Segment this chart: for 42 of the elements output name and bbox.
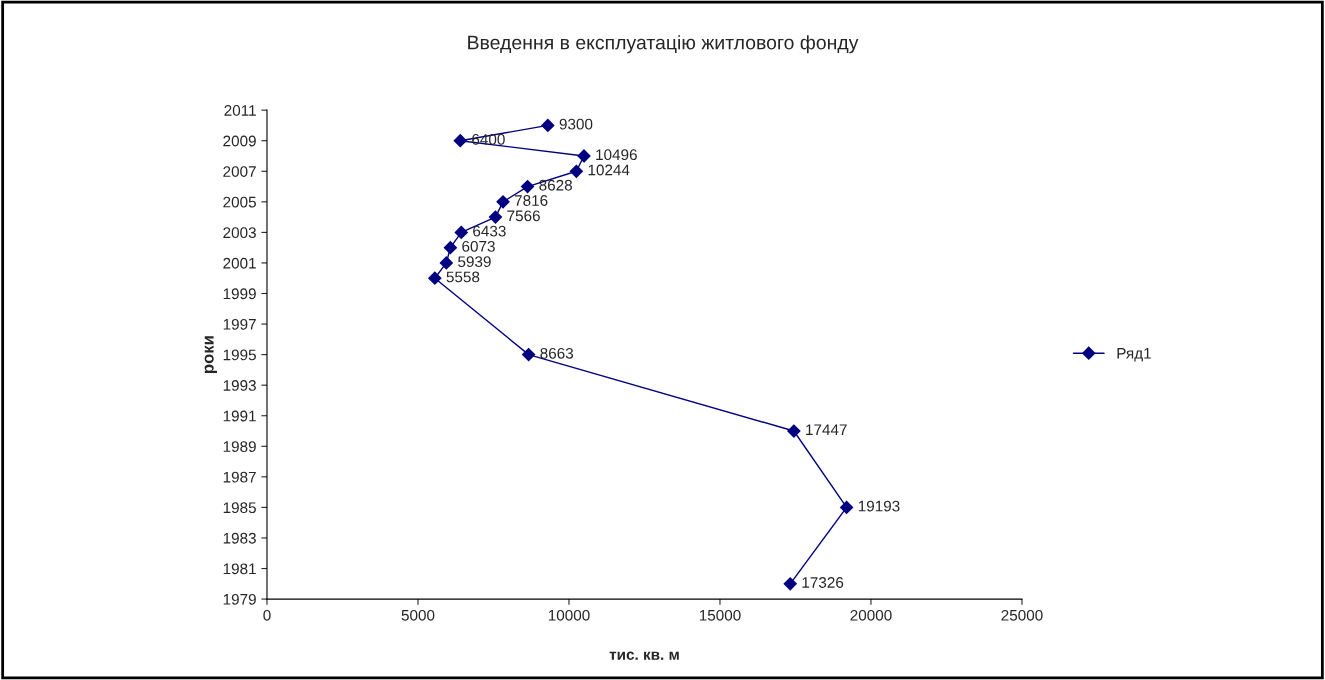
- y-tick-label: 2009: [223, 135, 256, 147]
- data-label: 5939: [458, 256, 491, 268]
- y-axis-title: роки: [204, 336, 218, 373]
- y-tick-label: 1993: [223, 380, 256, 391]
- y-tick-label: 2001: [223, 257, 256, 269]
- y-tick-label: 2007: [223, 166, 256, 177]
- y-tick-label: 1997: [223, 318, 256, 330]
- data-label: 17326: [802, 577, 844, 588]
- data-label: 7816: [514, 195, 548, 206]
- y-tick-label: 1985: [223, 502, 256, 514]
- y-tick-label: 1987: [223, 471, 256, 483]
- y-tick-label: 1999: [223, 288, 256, 300]
- data-label: 6433: [473, 225, 506, 237]
- y-tick-label: 1983: [223, 532, 256, 544]
- x-axis-title: тис. кв. м: [609, 651, 679, 660]
- data-label: 7566: [507, 210, 540, 222]
- y-tick-label: 1995: [223, 349, 256, 361]
- data-label: 9300: [559, 118, 593, 130]
- data-label: 8628: [539, 179, 572, 191]
- x-tick-label: 15000: [699, 609, 741, 621]
- data-label: 6073: [462, 240, 495, 252]
- data-label: 17447: [806, 424, 847, 435]
- legend-label: Ряд1: [1117, 348, 1151, 362]
- y-tick-label: 2011: [224, 105, 256, 116]
- data-label: 6400: [472, 134, 505, 145]
- y-tick-label: 1989: [223, 441, 256, 452]
- data-label: 10244: [588, 164, 630, 176]
- x-tick-label: 20000: [850, 609, 892, 621]
- data-label: 19193: [858, 500, 900, 512]
- y-tick-label: 1979: [223, 593, 256, 605]
- y-tick-label: 2005: [223, 196, 256, 208]
- chart-title: Введення в експлуатацію житлового фонду: [468, 35, 859, 54]
- x-tick-label: 5000: [401, 609, 435, 621]
- y-tick-label: 1991: [223, 410, 256, 422]
- data-label: 8663: [540, 347, 574, 359]
- x-tick-label: 25000: [1001, 609, 1043, 621]
- data-label: 5558: [446, 271, 480, 283]
- data-label: 10496: [596, 149, 637, 161]
- x-tick-label: 0: [263, 609, 271, 621]
- y-tick-label: 1981: [223, 563, 256, 575]
- x-tick-label: 10000: [548, 609, 590, 621]
- y-tick-label: 2003: [223, 227, 256, 239]
